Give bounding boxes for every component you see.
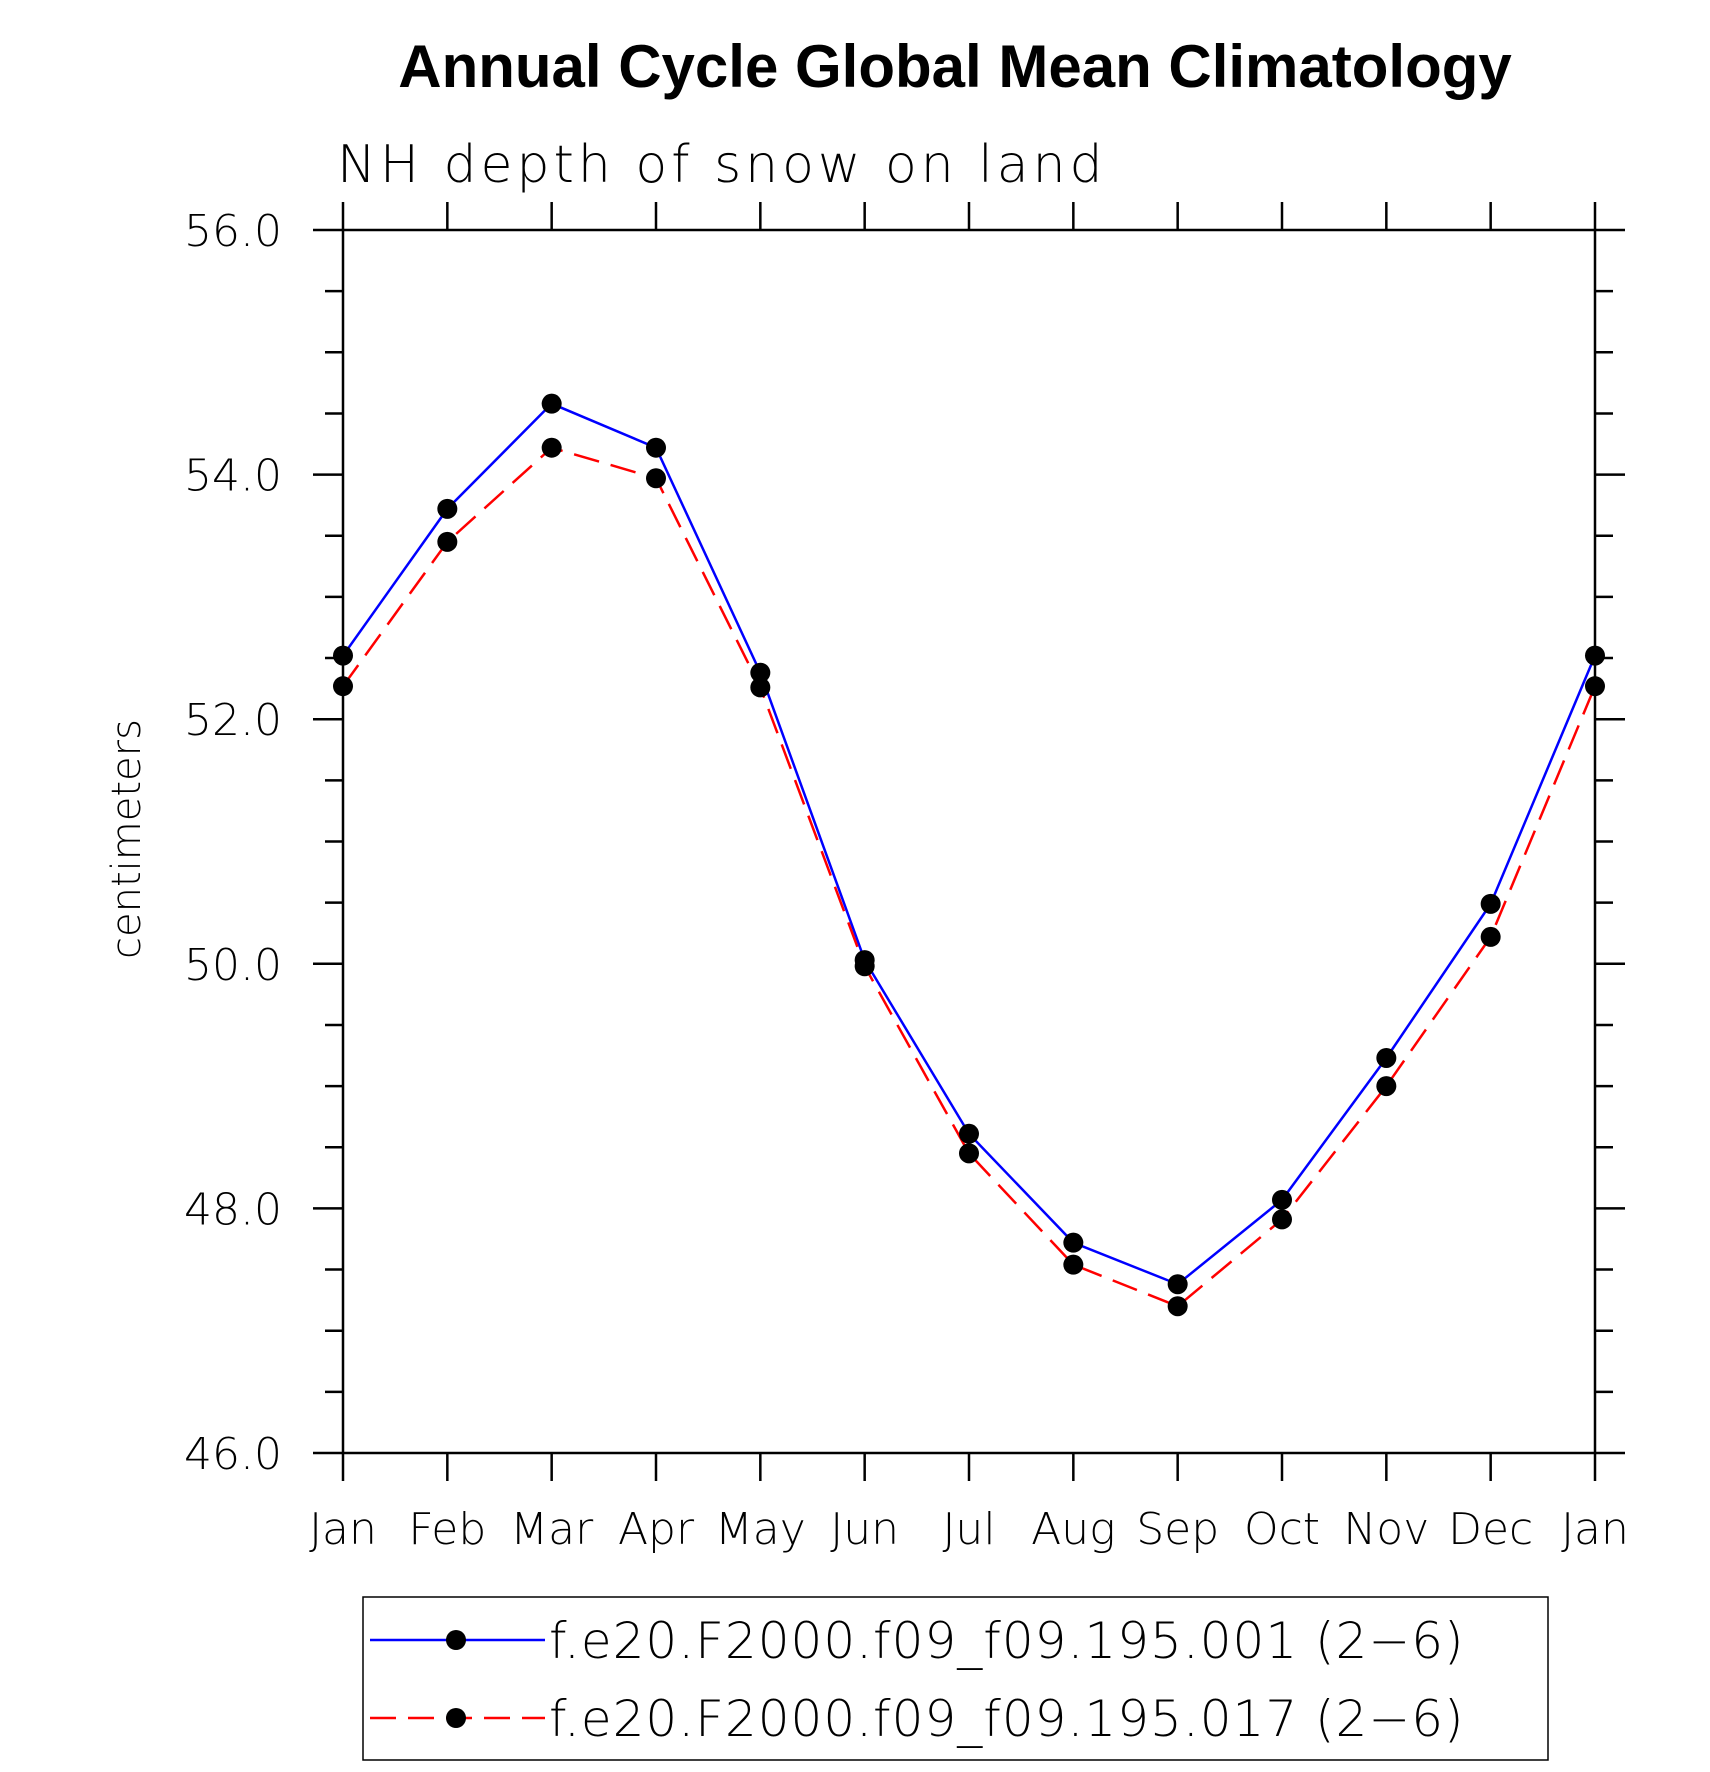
- y-tick-label: 48.0: [184, 1184, 282, 1235]
- legend-box: [362, 1596, 1549, 1761]
- x-tick-label: Dec: [1448, 1504, 1533, 1555]
- series-line-2: [341, 446, 1597, 1308]
- x-tick-label: Feb: [408, 1504, 486, 1555]
- data-point: [959, 1143, 979, 1164]
- data-point: [959, 1123, 979, 1144]
- x-tick-label: Aug: [1031, 1504, 1115, 1555]
- legend-marker: [446, 1630, 466, 1650]
- data-point: [1585, 645, 1605, 666]
- data-point: [1480, 893, 1501, 914]
- data-point: [750, 677, 771, 698]
- plot-layer: Jan Feb Mar Apr May Jun Jul Aug Sep Oct Nov Dec Jan 4…: [184, 202, 1629, 1555]
- data-point: [541, 437, 562, 458]
- data-point: [541, 393, 562, 414]
- data-point: [646, 437, 666, 458]
- data-point: [1585, 676, 1605, 697]
- data-point: [1272, 1189, 1292, 1210]
- x-tick-label: Jan: [1561, 1504, 1629, 1555]
- legend-marker: [446, 1708, 466, 1728]
- data-point: [1063, 1254, 1084, 1275]
- data-point: [437, 531, 458, 552]
- data-point: [1272, 1209, 1292, 1230]
- legend-label-1: f.e20.F2000.f09_f09.195.001 (2−6): [549, 1612, 1465, 1670]
- y-axis-label: centimeters: [104, 719, 150, 959]
- data-point: [646, 468, 666, 489]
- x-tick-label: Jul: [942, 1504, 995, 1555]
- x-tick-label: Jan: [309, 1504, 377, 1555]
- chart-subtitle: NH depth of snow on land: [337, 135, 1107, 195]
- data-point: [1167, 1274, 1188, 1295]
- data-point: [1167, 1296, 1188, 1317]
- data-point: [1376, 1047, 1397, 1068]
- x-tick-label: Nov: [1343, 1504, 1429, 1555]
- x-tick-label: Oct: [1244, 1504, 1320, 1555]
- y-tick-label: 46.0: [184, 1429, 282, 1480]
- legend-label-2: f.e20.F2000.f09_f09.195.017 (2−6): [549, 1690, 1465, 1748]
- data-point: [437, 498, 458, 519]
- x-tick-label: Jun: [830, 1504, 899, 1555]
- data-point: [1376, 1076, 1397, 1097]
- data-point: [750, 662, 771, 683]
- x-tick-label: Mar: [510, 1504, 594, 1555]
- data-point: [854, 956, 875, 977]
- y-tick-label: 52.0: [184, 695, 282, 746]
- legend: f.e20.F2000.f09_f09.195.001 (2−6) f.e20.F…: [362, 1596, 1549, 1761]
- plot-frame: [341, 228, 1597, 1455]
- x-tick-label: May: [715, 1504, 806, 1555]
- data-point: [1480, 926, 1501, 947]
- y-tick-label: 54.0: [184, 451, 282, 502]
- data-point: [1063, 1232, 1084, 1253]
- data-point: [333, 676, 353, 697]
- x-tick-label: Sep: [1136, 1504, 1219, 1555]
- y-tick-label: 56.0: [184, 206, 282, 257]
- y-tick-label: 50.0: [184, 940, 282, 991]
- chart-title: Annual Cycle Global Mean Climatology: [398, 33, 1512, 100]
- data-point: [333, 645, 353, 666]
- x-tick-label: Apr: [618, 1504, 695, 1555]
